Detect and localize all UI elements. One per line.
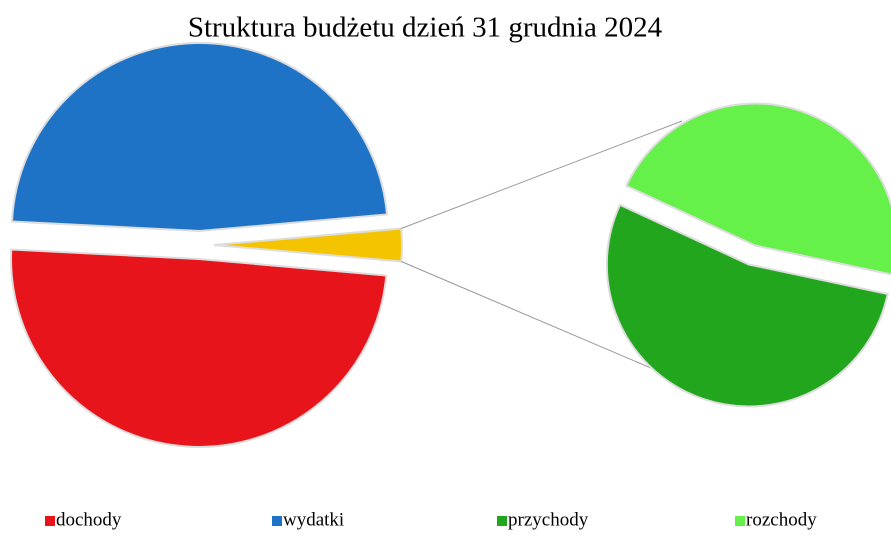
legend-label: dochody	[56, 509, 122, 530]
pie-slice	[10, 42, 389, 233]
legend-label: przychody	[508, 509, 589, 530]
legend-label: wydatki	[283, 509, 344, 530]
pie-slice-other	[213, 227, 403, 263]
chart-title: Struktura budżetu dzień 31 grudnia 2024	[188, 12, 663, 44]
legend-swatch	[45, 516, 55, 526]
legend-swatch	[735, 516, 745, 526]
pie-slice	[10, 248, 388, 448]
legend-label: rozchody	[746, 509, 817, 530]
connector-line	[401, 120, 683, 229]
legend-swatch	[272, 516, 282, 526]
connector-line	[401, 261, 673, 378]
legend-swatch	[497, 516, 507, 526]
pie-slice	[605, 203, 889, 408]
pie-slice	[624, 102, 891, 276]
